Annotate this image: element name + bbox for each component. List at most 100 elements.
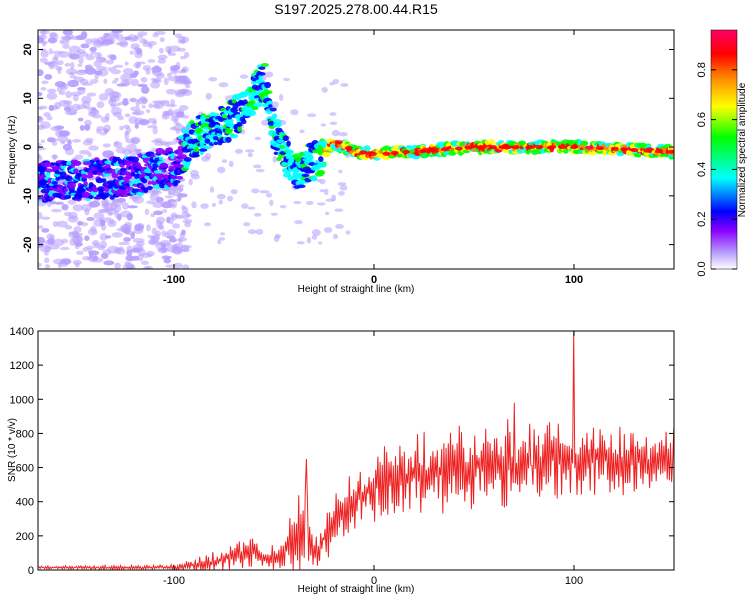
heatmap-cell — [110, 69, 122, 75]
heatmap-cell — [74, 241, 83, 247]
heatmap-cell — [44, 74, 53, 80]
heatmap-cell — [168, 45, 181, 52]
heatmap-cell — [38, 91, 43, 97]
heatmap-cell — [145, 224, 151, 232]
heatmap-cell — [247, 152, 253, 158]
heatmap-cell — [99, 233, 108, 241]
heatmap-cell — [73, 168, 79, 174]
heatmap-cell — [264, 81, 272, 89]
heatmap-cell — [268, 104, 273, 108]
heatmap-cell — [118, 241, 131, 246]
heatmap-cell — [299, 129, 305, 134]
heatmap-cell — [363, 145, 371, 152]
heatmap-cell — [147, 59, 156, 63]
heatmap-cell — [127, 205, 139, 209]
heatmap-cell — [170, 98, 175, 107]
heatmap-cell — [464, 145, 473, 150]
heatmap-cell — [418, 149, 427, 154]
heatmap-cell — [84, 64, 93, 70]
heatmap-cell — [67, 199, 77, 205]
heatmap-cell — [59, 246, 70, 251]
heatmap-cell — [40, 121, 51, 129]
heatmap-cell — [103, 78, 108, 85]
heatmap-cell — [225, 118, 234, 124]
heatmap-cell — [130, 156, 140, 163]
heatmap-cell — [194, 128, 204, 134]
x-tick-label: 100 — [565, 575, 583, 587]
heatmap-cell — [163, 77, 169, 86]
heatmap-cell — [535, 145, 544, 150]
heatmap-cell — [167, 72, 172, 78]
heatmap-cell — [44, 264, 51, 269]
heatmap-cell — [317, 202, 326, 206]
heatmap-cell — [107, 67, 113, 72]
heatmap-cell — [143, 187, 149, 194]
heatmap-cell — [82, 140, 93, 146]
heatmap-cell — [427, 148, 436, 153]
y-tick-label: 0 — [22, 144, 34, 150]
heatmap-cell — [117, 115, 125, 121]
heatmap-cell — [38, 147, 47, 151]
heatmap-cell — [301, 173, 310, 178]
heatmap-cell — [219, 232, 226, 236]
heatmap-cell — [225, 136, 232, 143]
heatmap-cell — [318, 241, 323, 245]
heatmap-cell — [74, 154, 84, 160]
heatmap-cell — [77, 104, 87, 110]
heatmap-cell — [62, 143, 72, 151]
heatmap-cell — [77, 87, 86, 91]
heatmap-cell — [234, 148, 243, 154]
heatmap-cell — [126, 266, 133, 269]
heatmap-cell — [161, 169, 167, 173]
heatmap-cell — [98, 93, 109, 101]
heatmap-cell — [276, 139, 285, 144]
heatmap-cell — [116, 227, 128, 232]
heatmap-cell — [110, 103, 121, 107]
colorbar-label: Normalized spectral amplitude — [737, 82, 748, 217]
heatmap-cell — [41, 216, 51, 220]
heatmap-cell — [147, 239, 157, 245]
heatmap-cell — [113, 141, 120, 146]
heatmap-cell — [148, 43, 153, 49]
heatmap-cell — [172, 262, 183, 269]
heatmap-cell — [203, 222, 212, 227]
heatmap-x-label: Height of straight line (km) — [298, 284, 415, 295]
heatmap-cell — [54, 201, 64, 205]
heatmap-cell — [56, 85, 63, 93]
heatmap-cell — [120, 210, 132, 218]
heatmap-cell — [59, 171, 67, 178]
heatmap-cell — [488, 138, 495, 146]
heatmap-cell — [138, 119, 150, 126]
heatmap-cell — [310, 175, 318, 182]
heatmap-cell — [85, 106, 95, 110]
heatmap-cell — [255, 228, 264, 235]
heatmap-cell — [359, 150, 368, 155]
heatmap-cell — [440, 147, 449, 152]
heatmap-cell — [100, 43, 110, 47]
heatmap-cell — [337, 182, 347, 186]
heatmap-cell — [183, 157, 192, 162]
heatmap-cell — [247, 229, 257, 235]
heatmap-cell — [152, 201, 164, 209]
heatmap-cell — [152, 104, 161, 109]
heatmap-cell — [214, 124, 220, 129]
heatmap-cell — [306, 200, 314, 206]
heatmap-cell — [88, 145, 99, 151]
heatmap-cell — [38, 116, 44, 123]
heatmap-cell — [73, 226, 82, 233]
heatmap-cell — [85, 38, 93, 45]
heatmap-cell — [213, 141, 219, 146]
heatmap-cell — [390, 150, 399, 155]
heatmap-cell — [78, 69, 88, 74]
heatmap-cell — [180, 55, 186, 60]
heatmap-cell — [40, 86, 47, 91]
heatmap-cell — [294, 156, 303, 163]
heatmap-cell — [81, 203, 92, 212]
heatmap-cell — [72, 259, 82, 266]
heatmap-cell — [273, 147, 281, 151]
heatmap-cell — [216, 193, 226, 200]
heatmap-y-label: Frequency (Hz) — [7, 116, 18, 185]
heatmap-cell — [38, 69, 44, 77]
heatmap-cell — [122, 98, 129, 106]
heatmap-cell — [286, 140, 291, 147]
